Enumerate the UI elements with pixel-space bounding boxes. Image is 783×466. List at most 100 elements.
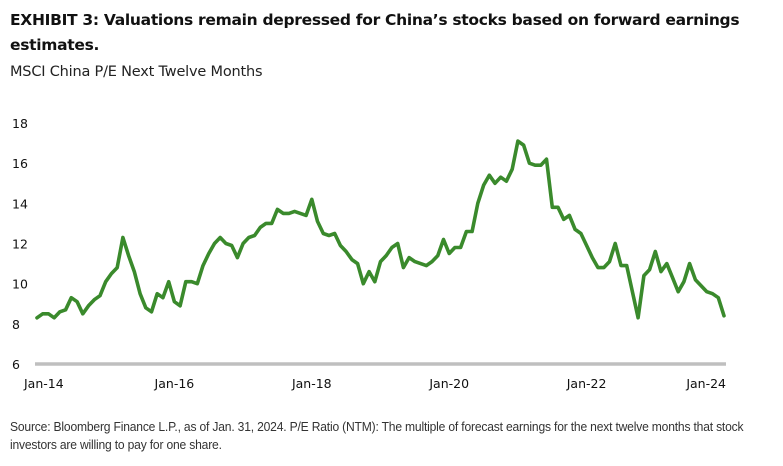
data-point [602,266,605,269]
data-point [41,312,44,315]
data-point [465,230,468,233]
data-point [76,300,79,303]
series-line-pe-ntm [35,139,726,320]
x-tick-label: Jan-18 [291,376,332,391]
data-point [121,236,124,239]
data-point [139,292,142,295]
data-point [488,174,491,177]
data-point [574,228,577,231]
data-point [379,260,382,263]
data-point [723,314,726,317]
data-point [522,144,525,147]
data-point [219,236,222,239]
data-point [631,290,634,293]
data-point [156,292,159,295]
data-point [242,242,245,245]
data-point [711,292,714,295]
data-point [179,304,182,307]
data-point [333,232,336,235]
data-point [161,296,164,299]
data-point [516,140,519,143]
data-point [368,270,371,273]
data-point [694,278,697,281]
data-point [247,236,250,239]
data-point [144,306,147,309]
data-point [173,300,176,303]
data-point [339,244,342,247]
data-point [448,252,451,255]
y-tick-label: 8 [12,317,20,332]
data-point [579,232,582,235]
data-point [717,296,720,299]
data-point [476,202,479,205]
data-point [276,208,279,211]
x-tick-label: Jan-14 [23,376,64,391]
data-point [700,284,703,287]
data-point [614,242,617,245]
data-point [471,230,474,233]
x-axis: Jan-14 Jan-16 Jan-18 Jan-20 Jan-22 Jan-24 [23,376,726,391]
data-point [677,290,680,293]
y-tick-label: 14 [12,196,28,211]
data-point [494,182,497,185]
data-point [99,294,102,297]
data-point [253,234,256,237]
data-point [408,256,411,259]
data-point [665,262,668,265]
data-point [511,168,514,171]
data-point [207,252,210,255]
data-point [36,316,39,319]
y-tick-label: 6 [12,357,20,372]
data-point [413,260,416,263]
data-point [104,280,107,283]
data-point [350,258,353,261]
data-point [110,272,113,275]
data-point [270,222,273,225]
data-point [293,210,296,213]
data-point [637,316,640,319]
y-axis: 6 8 10 12 14 16 18 [12,116,28,372]
data-point [356,262,359,265]
data-point [591,256,594,259]
data-point [648,268,651,271]
data-point [705,290,708,293]
data-point [625,264,628,267]
data-point [81,312,84,315]
x-tick-label: Jan-22 [566,376,607,391]
data-point [505,180,508,183]
data-point [230,244,233,247]
data-point [642,274,645,277]
data-point [322,232,325,235]
data-point [93,298,96,301]
data-point [213,242,216,245]
data-point [568,214,571,217]
data-point [328,234,331,237]
x-tick-label: Jan-20 [428,376,469,391]
data-point [402,266,405,269]
data-point [58,310,61,313]
data-point [345,250,348,253]
data-point [671,276,674,279]
data-point [282,212,285,215]
y-tick-label: 12 [12,237,28,252]
data-point [453,246,456,249]
data-point [224,242,227,245]
y-tick-label: 16 [12,156,28,171]
data-point [236,256,239,259]
data-point [682,280,685,283]
data-point [70,296,73,299]
data-point [396,242,399,245]
data-point [545,158,548,161]
exhibit-title: EXHIBIT 3: Valuations remain depressed f… [10,11,740,54]
data-point [362,282,365,285]
data-point [431,260,434,263]
data-point [534,164,537,167]
data-point [385,254,388,257]
data-point [597,266,600,269]
data-point [53,316,56,319]
data-point [133,270,136,273]
data-point [196,282,199,285]
data-point [299,212,302,215]
data-point [167,280,170,283]
data-point [64,308,67,311]
